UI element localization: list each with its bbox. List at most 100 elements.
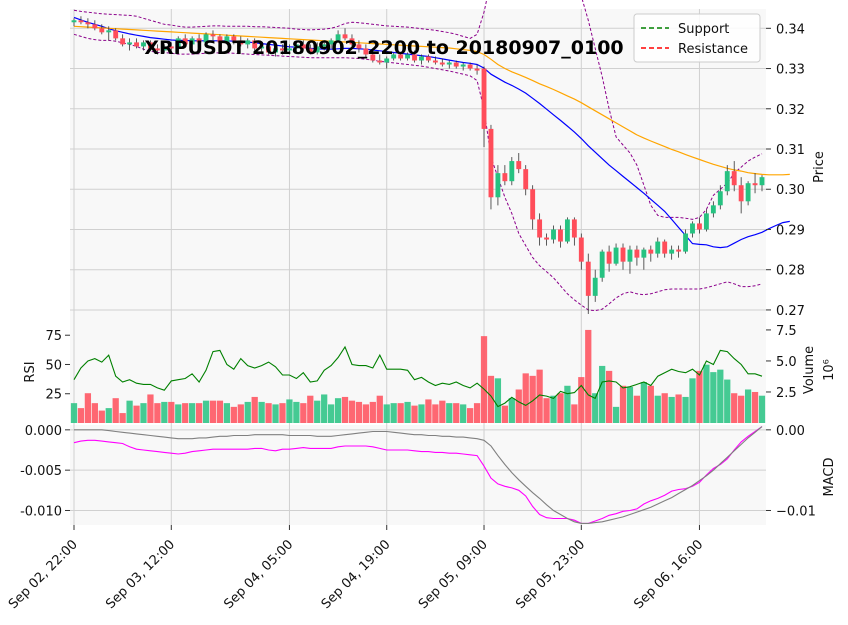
candle-body	[564, 219, 570, 242]
candle-body	[509, 161, 515, 182]
volume-bar	[453, 403, 460, 423]
volume-bar	[362, 404, 370, 423]
candle-body	[599, 251, 605, 278]
volume-bar	[605, 370, 613, 423]
candle-body	[710, 205, 716, 214]
volume-bar	[404, 401, 411, 423]
price-tick-label: 0.27	[776, 304, 805, 319]
candle-body	[405, 54, 411, 59]
volume-bar	[654, 395, 661, 423]
volume-bar	[334, 398, 342, 423]
candle-body	[467, 64, 473, 69]
volume-bar	[161, 401, 168, 423]
volume-bar	[328, 404, 335, 423]
candle-body	[439, 62, 445, 65]
candle-body	[502, 173, 508, 182]
candle-body	[300, 44, 306, 49]
volume-bar	[91, 403, 98, 423]
volume-bar	[557, 393, 564, 423]
candle-body	[571, 219, 577, 238]
candle-body	[377, 60, 383, 63]
price-tick-label: 0.28	[776, 264, 805, 279]
volume-bar	[355, 401, 363, 423]
candle-body	[148, 42, 153, 49]
candle-body	[703, 213, 709, 230]
volume-bar	[119, 413, 126, 423]
volume-bar	[619, 385, 627, 423]
candle-body	[759, 177, 765, 186]
volume-scale-label: 10⁶	[822, 359, 837, 381]
candle-body	[474, 68, 480, 71]
candle-body	[537, 219, 543, 238]
macd-axis-label: MACD	[822, 458, 837, 497]
candle-body	[558, 229, 563, 242]
volume-bar	[543, 398, 550, 423]
candle-body	[120, 38, 126, 45]
candle-body	[127, 42, 133, 45]
candle-body	[273, 48, 278, 53]
volume-bar	[439, 400, 446, 423]
candle-body	[648, 249, 654, 254]
volume-bar	[223, 403, 231, 423]
band-lower-line	[73, 33, 763, 312]
volume-bar	[126, 400, 133, 423]
candle-body	[71, 20, 77, 23]
volume-bar	[84, 393, 92, 423]
volume-bar	[668, 396, 675, 423]
volume-bar	[265, 403, 272, 423]
candle-body	[662, 241, 668, 254]
x-tick-label: Sep 05, 09:00	[416, 537, 491, 612]
candle-body	[724, 171, 730, 192]
candle-body	[412, 54, 417, 61]
volume-bar	[279, 403, 286, 423]
candle-body	[280, 48, 285, 51]
candle-body	[293, 44, 299, 49]
volume-bars	[70, 329, 766, 423]
volume-bar	[592, 393, 599, 423]
candle-body	[592, 277, 598, 296]
volume-bar	[661, 393, 668, 423]
volume-bar	[369, 401, 376, 423]
volume-bar	[675, 394, 682, 423]
candle-body	[238, 40, 244, 45]
volume-bar	[307, 395, 314, 423]
legend: Support Resistance	[633, 13, 761, 63]
candle-body	[391, 54, 397, 59]
volume-bar	[286, 399, 293, 423]
volume-bar	[460, 404, 467, 423]
volume-bar	[432, 404, 439, 423]
volume-bar	[633, 395, 641, 423]
macd-left-tick-label: -0.005	[20, 464, 62, 479]
candle-body	[634, 249, 640, 258]
volume-bar	[376, 395, 383, 423]
volume-bar	[536, 369, 543, 423]
candle-body	[349, 38, 355, 45]
candle-body	[641, 249, 647, 258]
volume-bar	[647, 385, 654, 423]
macd-signal-line	[73, 426, 763, 524]
volume-bar	[612, 406, 620, 423]
volume-bar	[383, 404, 390, 423]
candle-body	[460, 64, 466, 67]
volume-bar	[494, 378, 502, 423]
candle-body	[516, 161, 522, 170]
candle-body	[690, 223, 695, 234]
grid	[70, 9, 766, 525]
volume-bar	[480, 336, 488, 423]
candle-body	[717, 191, 723, 206]
chart-title: XRPUSDT 20180902_2200 to 20180907_0100	[144, 37, 623, 59]
volume-bar	[529, 375, 536, 423]
candle-body	[259, 46, 265, 49]
candle-body	[530, 189, 536, 220]
candle-body	[488, 128, 494, 198]
rsi-tick-label: 25	[45, 388, 62, 403]
price-tick-label: 0.32	[776, 103, 805, 118]
volume-bar	[258, 401, 265, 423]
volume-bar	[717, 369, 724, 423]
volume-bar	[272, 404, 279, 423]
volume-bar	[696, 370, 703, 423]
candle-body	[210, 34, 216, 37]
candle-body	[321, 44, 327, 47]
rsi-line	[73, 345, 763, 408]
rsi-tick-label: 50	[45, 358, 62, 373]
